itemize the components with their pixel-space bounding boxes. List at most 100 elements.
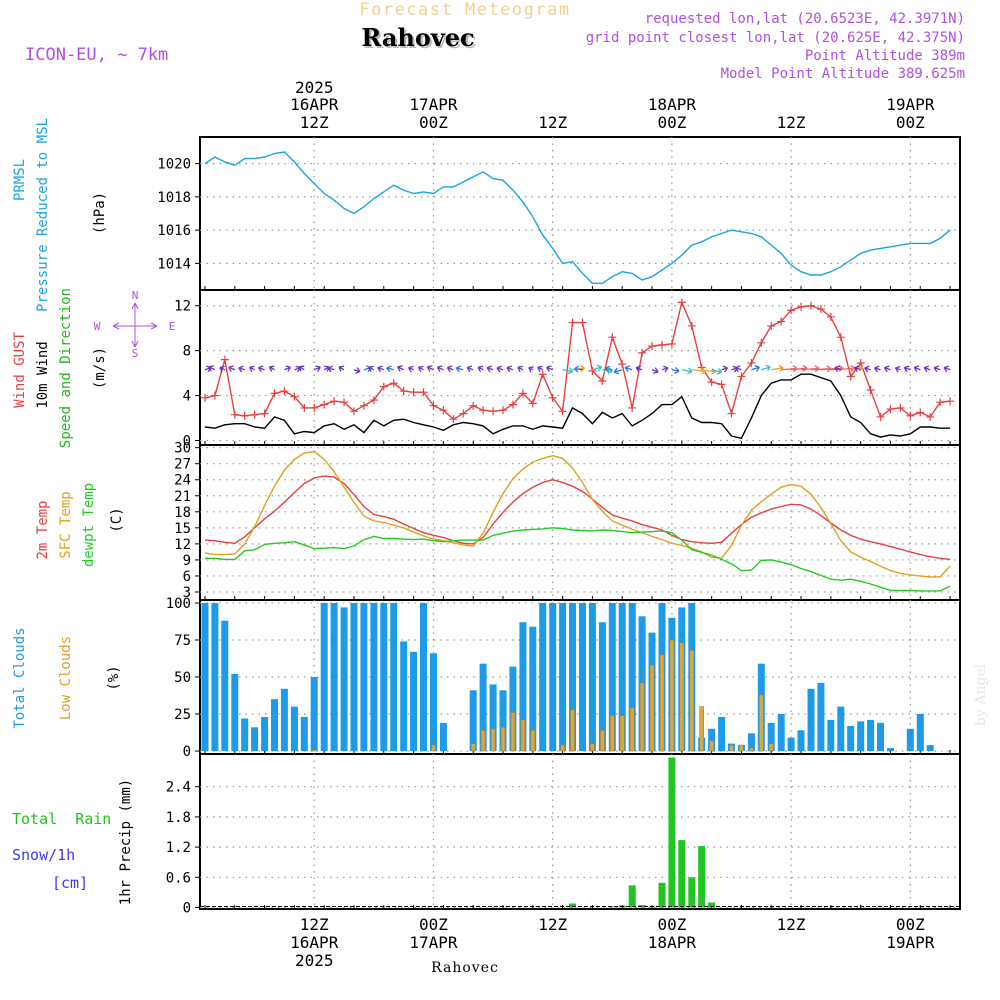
y-tick-label: 15 bbox=[174, 521, 191, 537]
wind-arrow bbox=[574, 365, 583, 373]
wind-gust-line bbox=[204, 300, 951, 421]
gust-marker bbox=[389, 379, 398, 388]
y-tick-label: 21 bbox=[174, 489, 191, 505]
top-time-l2: 17APR bbox=[409, 95, 458, 114]
gust-marker bbox=[946, 397, 955, 406]
wind-arrow bbox=[517, 365, 524, 373]
y-tick-label: 0.6 bbox=[166, 870, 191, 886]
low-clouds-bar bbox=[590, 743, 595, 752]
wind-arrow bbox=[903, 365, 911, 373]
total-clouds-bar bbox=[390, 603, 398, 752]
gust-marker bbox=[200, 393, 209, 402]
wind-arrow bbox=[537, 365, 544, 373]
gust-marker bbox=[916, 408, 925, 417]
top-time-l3: 12Z bbox=[538, 113, 567, 132]
total-clouds-bar bbox=[439, 722, 447, 751]
gust-marker bbox=[598, 376, 607, 385]
top-time-l2: 18APR bbox=[648, 95, 697, 114]
y-tick-label: 3 bbox=[183, 585, 191, 601]
gust-marker bbox=[310, 403, 319, 412]
y-tick-label: 12 bbox=[174, 537, 191, 553]
low-clouds-bar bbox=[629, 707, 635, 752]
low-clouds-bar bbox=[500, 726, 506, 752]
low-clouds-bar bbox=[659, 654, 665, 752]
total-clouds-bar bbox=[837, 706, 845, 751]
bottom-time-l3: 2025 bbox=[295, 951, 334, 970]
total-clouds-bar bbox=[569, 603, 576, 752]
top-time-l3: 00Z bbox=[896, 113, 925, 132]
wind-arrow bbox=[592, 364, 602, 372]
total-rain-bar bbox=[678, 840, 686, 908]
wind-frame bbox=[199, 289, 961, 446]
gust-marker bbox=[558, 407, 567, 416]
gust-marker bbox=[429, 401, 438, 410]
total-clouds-bar bbox=[410, 651, 418, 751]
wind-arrow bbox=[864, 365, 871, 373]
wind-arrow bbox=[486, 365, 494, 373]
gust-marker bbox=[399, 387, 408, 396]
model-altitude: Model Point Altitude 389.625m bbox=[721, 66, 965, 82]
wind-arrow bbox=[721, 365, 729, 373]
gust-marker bbox=[787, 306, 796, 315]
wind-arrow bbox=[377, 365, 385, 373]
prmsl-line bbox=[204, 151, 951, 284]
low-clouds-bar bbox=[699, 706, 705, 752]
total-clouds-bar bbox=[420, 603, 427, 752]
gust-marker bbox=[657, 341, 666, 350]
total-clouds-bar bbox=[489, 684, 497, 751]
total-clouds-bar bbox=[718, 717, 726, 752]
total-rain-bar bbox=[638, 905, 646, 908]
wind-arrow bbox=[219, 365, 226, 373]
sfc-temp-line bbox=[204, 450, 951, 578]
wind-arrow bbox=[681, 367, 693, 375]
gust-marker bbox=[677, 298, 686, 307]
pressure-unit: (hPa) bbox=[92, 192, 108, 234]
wind-arrow bbox=[397, 365, 404, 372]
credit: by Angel bbox=[973, 663, 989, 726]
gust-marker bbox=[578, 318, 587, 327]
low-clouds-bar bbox=[758, 694, 764, 752]
low-clouds-bar bbox=[311, 749, 317, 752]
top-time-l3: 00Z bbox=[657, 113, 686, 132]
wind-arrow bbox=[417, 365, 424, 373]
low-clouds-bar bbox=[570, 709, 575, 752]
wind-panel: 0 4 8 12 bbox=[174, 289, 961, 450]
wind-arrow bbox=[338, 365, 345, 372]
bottom-time-l1: 12Z bbox=[777, 915, 806, 934]
wind-arrow bbox=[408, 365, 414, 373]
low-clouds-bar bbox=[560, 744, 565, 752]
precipitation-frame bbox=[199, 753, 961, 910]
wind-arrow bbox=[528, 366, 534, 373]
bottom-time-l1: 00Z bbox=[419, 915, 448, 934]
top-time-l2: 16APR bbox=[290, 95, 339, 114]
gust-marker bbox=[906, 411, 915, 420]
dew-label: dewpt Temp bbox=[81, 483, 97, 567]
temperature-frame bbox=[199, 444, 961, 601]
wind-arrow bbox=[661, 365, 669, 373]
gust-marker bbox=[469, 401, 478, 410]
gust-marker bbox=[240, 411, 249, 420]
total-rain-bar bbox=[698, 846, 706, 908]
total-clouds-bar bbox=[499, 690, 507, 751]
low-clouds-bar bbox=[609, 715, 615, 752]
low-clouds-bar bbox=[490, 728, 496, 752]
total-clouds-bar bbox=[906, 728, 914, 751]
low-clouds-bar bbox=[729, 744, 734, 752]
gust-marker bbox=[210, 391, 219, 400]
wind-arrow bbox=[284, 365, 292, 372]
compass-w: W bbox=[94, 320, 101, 333]
cloud-panel: 0 25 50 75 100 bbox=[166, 596, 961, 760]
y-tick-label: 1016 bbox=[157, 223, 191, 239]
total-clouds-bar bbox=[539, 603, 547, 752]
gust-marker bbox=[588, 366, 597, 375]
gust-marker bbox=[568, 318, 577, 327]
total-clouds-bar bbox=[251, 727, 259, 751]
gust-marker bbox=[846, 372, 855, 381]
gust-marker bbox=[419, 388, 428, 397]
total-clouds-bar bbox=[857, 721, 865, 751]
gust-marker bbox=[936, 398, 945, 407]
wind-arrow bbox=[761, 364, 771, 372]
total-clouds-bar bbox=[380, 603, 388, 752]
bottom-time-l1: 00Z bbox=[896, 915, 925, 934]
